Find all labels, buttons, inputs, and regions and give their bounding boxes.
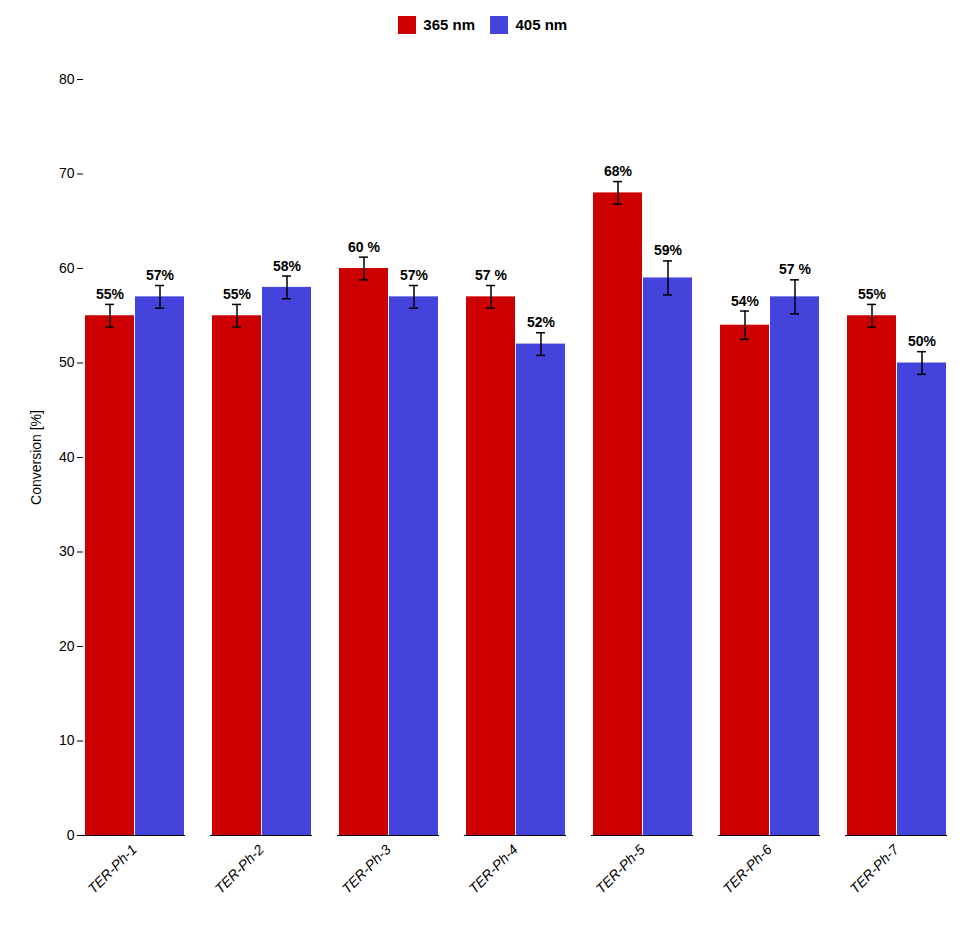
svg-text:10: 10 [59,732,75,748]
svg-text:TER-Ph-3: TER-Ph-3 [338,841,393,896]
svg-text:TER-Ph-5: TER-Ph-5 [592,841,647,896]
svg-text:Conversion [%]: Conversion [%] [28,410,44,505]
svg-text:55%: 55% [858,285,887,301]
svg-text:20: 20 [59,637,75,653]
svg-text:40: 40 [59,448,75,464]
svg-text:57%: 57% [146,266,175,282]
svg-text:70: 70 [59,165,75,181]
svg-text:68%: 68% [604,163,633,179]
svg-text:30: 30 [59,543,75,559]
svg-text:52%: 52% [527,314,556,330]
svg-text:TER-Ph-6: TER-Ph-6 [719,841,774,896]
svg-text:50: 50 [59,354,75,370]
svg-text:59%: 59% [654,242,683,258]
svg-text:TER-Ph-7: TER-Ph-7 [846,840,902,896]
html-text:365 nm: 365 nm [423,16,475,33]
svg-text:TER-Ph-4: TER-Ph-4 [465,841,520,896]
svg-text:80: 80 [59,70,75,86]
svg-text:54%: 54% [731,292,760,308]
svg-text:60 %: 60 % [348,238,380,254]
svg-text:57%: 57% [400,266,429,282]
svg-text:TER-Ph-2: TER-Ph-2 [211,841,266,896]
svg-text:TER-Ph-1: TER-Ph-1 [84,841,139,896]
svg-text:55%: 55% [96,285,125,301]
svg-text:57 %: 57 % [475,266,507,282]
svg-text:0: 0 [67,826,75,842]
svg-text:58%: 58% [273,257,302,273]
svg-text:55%: 55% [223,285,252,301]
svg-text:57 %: 57 % [779,261,811,277]
svg-text:50%: 50% [908,333,937,349]
svg-text:60: 60 [59,259,75,275]
html-text:405 nm: 405 nm [515,16,568,33]
